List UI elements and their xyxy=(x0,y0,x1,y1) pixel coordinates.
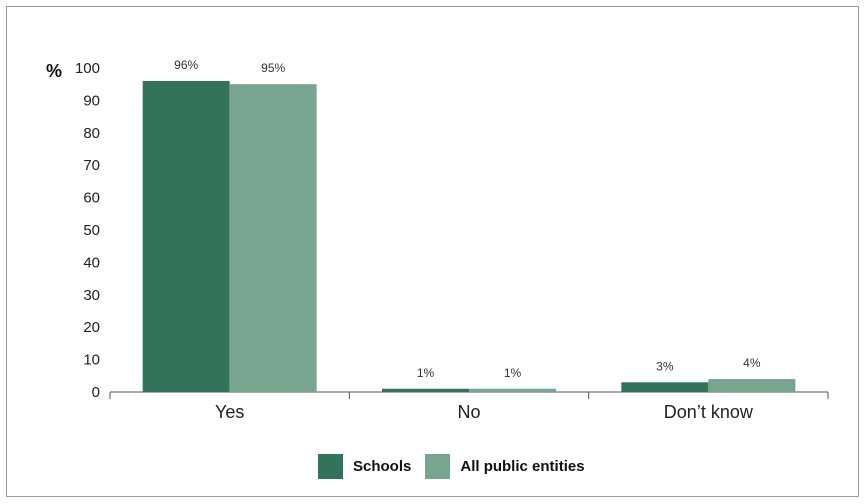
y-tick-label-10: 10 xyxy=(83,352,100,369)
bars xyxy=(142,80,796,393)
data-label-all-public-entities-yes: 95% xyxy=(261,61,285,75)
legend-swatch-all-public-entities xyxy=(425,454,451,479)
legend-item-all-public-entities: All public entities xyxy=(425,454,585,479)
y-tick-label-70: 70 xyxy=(83,157,100,174)
y-tick-label-80: 80 xyxy=(83,125,100,142)
legend: Schools All public entities xyxy=(318,454,599,479)
bar-schools-no xyxy=(382,388,469,392)
bar-all-public-entities-don-t-know xyxy=(708,379,796,392)
bar-all-public-entities-no xyxy=(469,388,556,392)
y-tick-label-90: 90 xyxy=(83,92,100,109)
bar-all-public-entities-yes xyxy=(229,84,317,392)
data-label-schools-no: 1% xyxy=(417,366,435,380)
data-label-schools-yes: 96% xyxy=(174,58,198,72)
legend-item-schools: Schools xyxy=(318,454,411,479)
data-label-all-public-entities-no: 1% xyxy=(504,366,522,380)
y-tick-label-30: 30 xyxy=(83,287,100,304)
data-label-schools-don-t-know: 3% xyxy=(656,359,674,373)
y-tick-label-60: 60 xyxy=(83,190,100,207)
data-labels: 96% 1% 3% 95% 1% 4% xyxy=(174,58,761,380)
legend-label-all-public-entities: All public entities xyxy=(460,458,585,475)
x-category-label-yes: Yes xyxy=(215,402,244,422)
y-tick-label-100: 100 xyxy=(75,60,100,77)
bar-schools-yes xyxy=(142,80,230,393)
x-axis: Yes No Don’t know xyxy=(109,391,829,422)
y-axis: 0 10 20 30 40 50 60 70 80 90 100 xyxy=(75,60,100,401)
x-category-label-don-t-know: Don’t know xyxy=(664,402,754,422)
y-tick-label-20: 20 xyxy=(83,319,100,336)
legend-swatch-schools xyxy=(318,454,343,479)
legend-label-schools: Schools xyxy=(353,458,412,475)
bar-schools-don-t-know xyxy=(621,382,709,392)
data-label-all-public-entities-don-t-know: 4% xyxy=(743,356,761,370)
y-tick-label-0: 0 xyxy=(92,384,100,401)
x-category-label-no: No xyxy=(457,402,480,422)
y-axis-unit-label: % xyxy=(46,61,62,81)
y-tick-label-50: 50 xyxy=(83,222,100,239)
y-tick-label-40: 40 xyxy=(83,254,100,271)
